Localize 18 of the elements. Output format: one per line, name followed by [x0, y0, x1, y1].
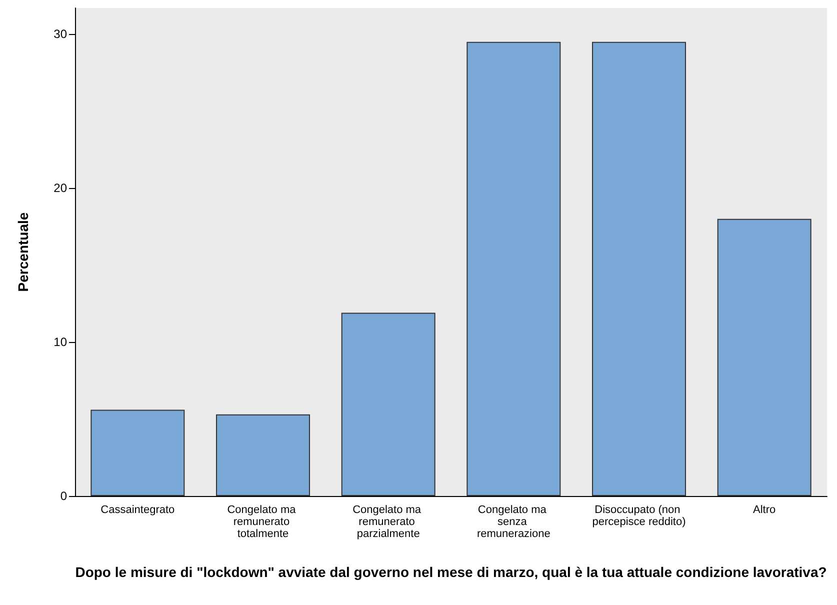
x-tick-label: Congelato ma remunerato totalmente	[227, 504, 299, 540]
x-tick-label: Congelato ma senza remunerazione	[476, 504, 550, 540]
bar	[466, 42, 561, 496]
x-tick-label: Altro	[753, 504, 776, 516]
y-axis-title: Percentuale	[15, 212, 31, 292]
y-tick-label: 30	[54, 27, 68, 42]
bar	[717, 218, 812, 496]
bar	[341, 312, 436, 496]
y-tick-label: 20	[54, 181, 68, 196]
x-tick-label: Congelato ma remunerato parzialmente	[352, 504, 424, 540]
bar	[592, 42, 686, 496]
x-axis-title: Dopo le misure di "lockdown" avviate dal governo nel mese di marzo, qual è la tua attuale condizione lavorativa?	[75, 564, 827, 580]
bar	[90, 410, 185, 496]
y-tick-label: 0	[60, 489, 68, 503]
bar	[216, 414, 310, 496]
y-tick-label: 10	[54, 335, 68, 350]
x-tick-label: Disoccupato (non percepisce reddito)	[592, 504, 686, 528]
x-tick-label: Cassaintegrato	[100, 504, 175, 516]
